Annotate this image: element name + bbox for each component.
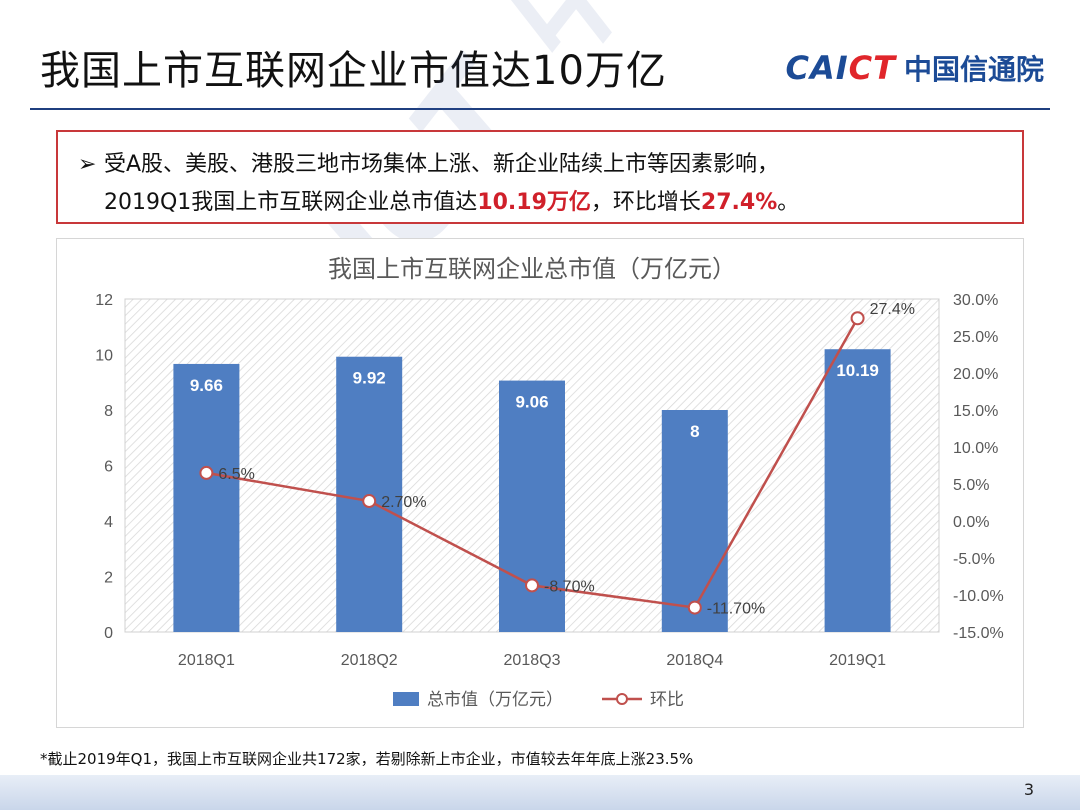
y-right-tick-label: 25.0% (953, 329, 998, 346)
chart-svg: 我国上市互联网企业总市值（万亿元） 0 2 4 6 8 10 12 -15.0% -10.0% -5… (95, 255, 1004, 710)
footnote: *截止2019年Q1，我国上市互联网企业共172家，若剔除新上市企业，市值较去年… (40, 750, 694, 768)
bar (661, 410, 728, 632)
title-divider (30, 108, 1050, 110)
legend-bar-label: 总市值（万亿元） (427, 690, 563, 710)
legend-line-marker (616, 693, 628, 705)
bar-data-label: 9.92 (353, 369, 386, 388)
x-tick-label: 2018Q1 (178, 652, 235, 669)
logo-chinese-name: 中国信通院 (903, 53, 1044, 86)
bar-data-label: 8 (690, 422, 699, 441)
summary-callout: ➢ 受A股、美股、港股三地市场集体上涨、新企业陆续上市等因素影响， 2019Q1我… (56, 130, 1024, 224)
y-right-tick-label: -15.0% (953, 625, 1004, 642)
y-right-tick-label: -5.0% (953, 551, 995, 568)
y-right-tick-label: 0.0% (953, 514, 989, 531)
growth-point (199, 465, 214, 480)
callout-highlight-value: 10.19万亿 (477, 190, 591, 215)
growth-data-label: 27.4% (870, 301, 915, 318)
y-left-tick-label: 12 (95, 292, 113, 309)
callout-text-2c: 。 (777, 190, 800, 215)
y-left-tick-label: 2 (104, 570, 113, 587)
bar-data-label: 9.06 (515, 393, 548, 412)
growth-data-label: 6.5% (218, 466, 254, 483)
y-right-tick-label: -10.0% (953, 588, 1004, 605)
growth-data-label: -11.70% (707, 601, 765, 618)
footer-bar (0, 775, 1080, 810)
bullet-arrow-icon: ➢ (78, 152, 97, 177)
y-left-tick-label: 8 (104, 403, 113, 420)
legend-line-label: 环比 (650, 690, 684, 710)
growth-point (362, 494, 377, 509)
legend-bar-swatch (393, 692, 419, 706)
callout-line-1: ➢ 受A股、美股、港股三地市场集体上涨、新企业陆续上市等因素影响， (78, 146, 1002, 184)
slide-title: 我国上市互联网企业市值达10万亿 (40, 48, 667, 94)
x-tick-label: 2018Q4 (666, 652, 723, 669)
market-cap-chart: 我国上市互联网企业总市值（万亿元） 0 2 4 6 8 10 12 -15.0% -10.0% -5… (56, 238, 1024, 728)
logo-mark: CAICT (785, 49, 896, 87)
x-tick-label: 2018Q2 (341, 652, 398, 669)
bar-data-label: 9.66 (190, 376, 223, 395)
y-right-tick-label: 10.0% (953, 440, 998, 457)
callout-text-2a: 2019Q1我国上市互联网企业总市值达 (104, 190, 478, 215)
growth-data-label: -8.70% (544, 578, 595, 595)
x-tick-label: 2019Q1 (829, 652, 886, 669)
y-right-tick-label: 15.0% (953, 403, 998, 420)
bar (824, 349, 891, 632)
y-left-tick-label: 4 (104, 514, 113, 531)
y-left-tick-label: 0 (104, 625, 113, 642)
bar-data-label: 10.19 (836, 361, 879, 380)
callout-highlight-growth: 27.4% (700, 190, 778, 215)
x-tick-label: 2018Q3 (504, 652, 561, 669)
callout-text-2b: ，环比增长 (590, 190, 701, 215)
y-right-tick-label: 30.0% (953, 292, 998, 309)
y-left-tick-label: 6 (104, 459, 113, 476)
callout-line-2: 2019Q1我国上市互联网企业总市值达10.19万亿，环比增长27.4%。 (78, 184, 1002, 222)
growth-point (525, 578, 539, 593)
growth-data-label: 2.70% (381, 494, 426, 511)
y-right-tick-label: 5.0% (953, 477, 989, 494)
growth-point (687, 600, 702, 615)
caict-logo: CAICT 中国信通院 (786, 48, 1044, 88)
y-right-tick-label: 20.0% (953, 366, 998, 383)
growth-point (850, 311, 865, 326)
y-left-tick-label: 10 (95, 348, 113, 365)
bar (173, 363, 240, 632)
chart-title: 我国上市互联网企业总市值（万亿元） (328, 255, 736, 283)
page-number: 3 (1023, 780, 1034, 799)
callout-text-1: 受A股、美股、港股三地市场集体上涨、新企业陆续上市等因素影响， (104, 152, 780, 177)
